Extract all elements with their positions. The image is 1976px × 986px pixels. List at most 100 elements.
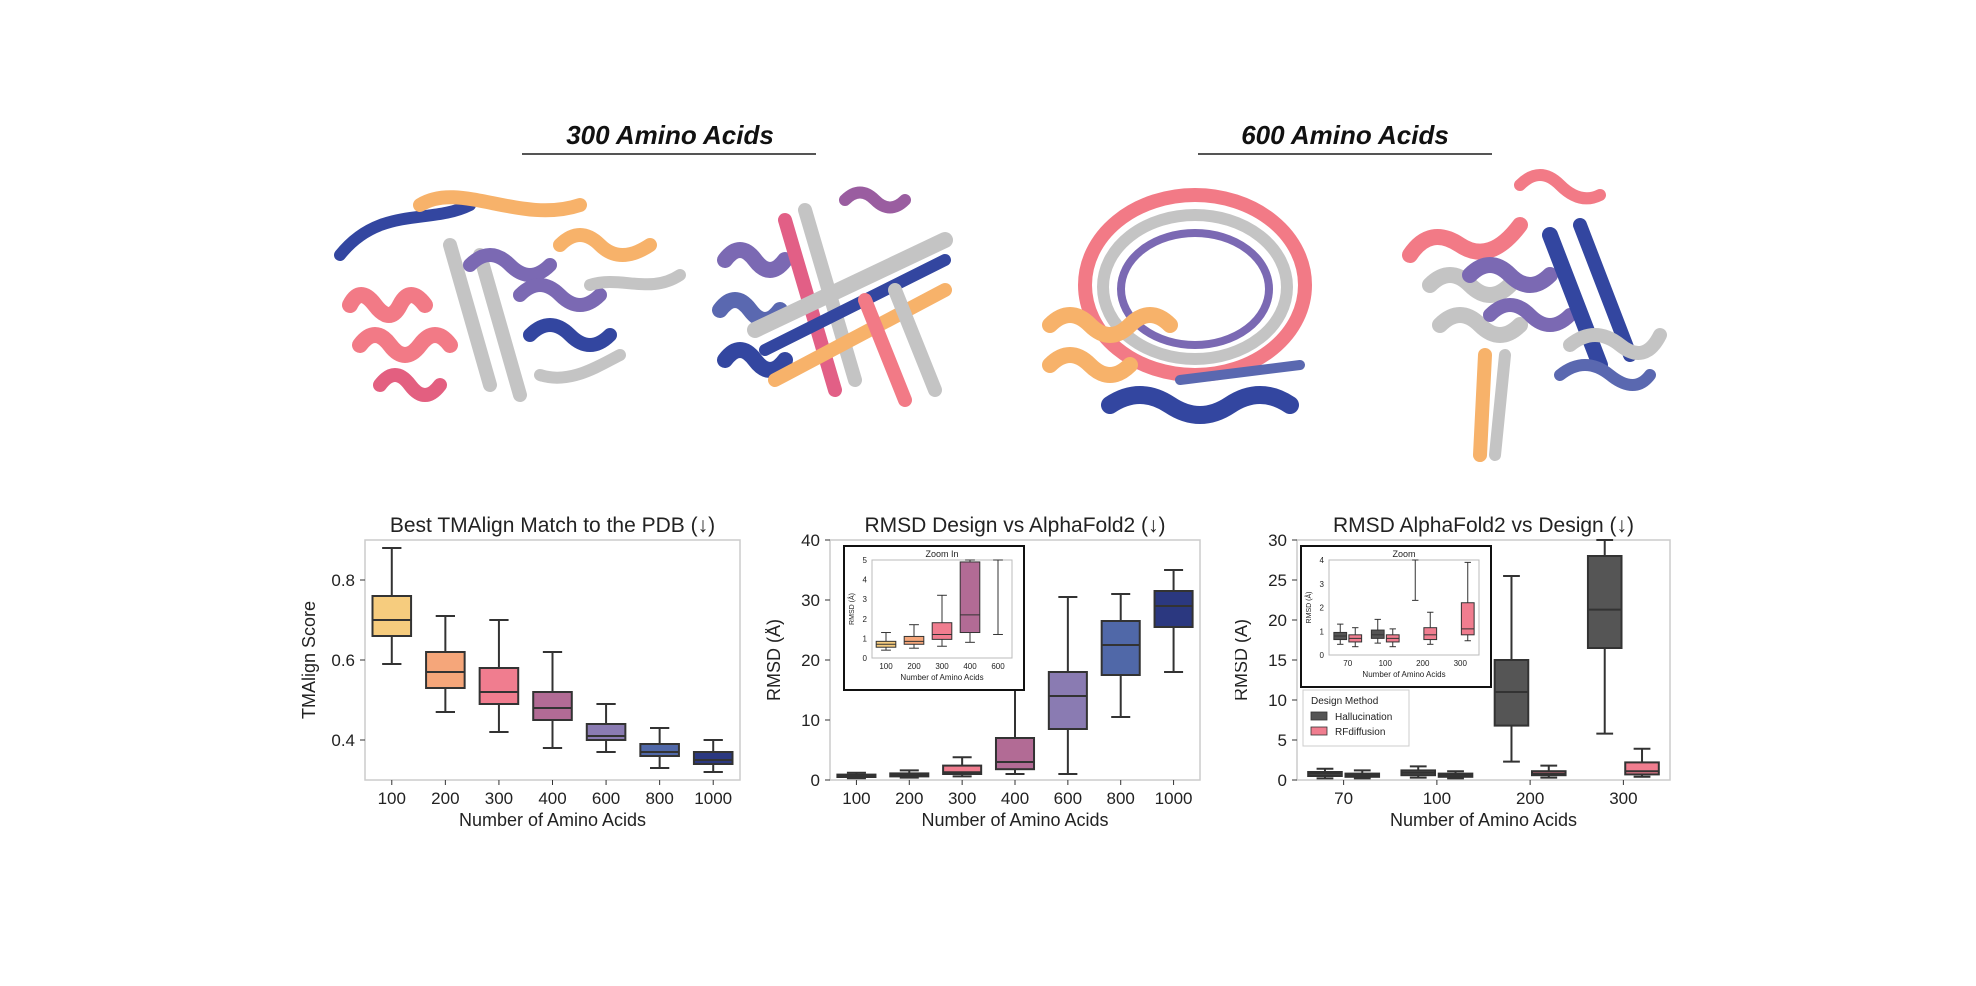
inset-y-axis-label: RMSD (Å) <box>1304 592 1313 624</box>
x-tick-label: 300 <box>1609 789 1637 808</box>
x-tick-label: 800 <box>1107 789 1135 808</box>
rmsd-af2-vs-design-chart: RMSD AlphaFold2 vs Design (↓)05101520253… <box>1235 514 1671 830</box>
inset-x-tick-label: 200 <box>1416 659 1430 668</box>
inset-x-tick-label: 70 <box>1343 659 1352 668</box>
legend-swatch-RFdiffusion <box>1310 726 1328 736</box>
box-400-box <box>994 737 1036 771</box>
y-tick-label: 0.8 <box>331 571 355 590</box>
y-tick-label: 15 <box>1268 651 1287 670</box>
x-tick-label: 600 <box>592 789 620 808</box>
x-tick-label: 200 <box>431 789 459 808</box>
box-800-box <box>1100 620 1141 676</box>
rmsd-design-vs-af2-chart: RMSD Design vs AlphaFold2 (↓)01020304010… <box>765 514 1201 830</box>
inset: Zoom 0 1 2 3 4 70 100 200 300 Number of Amino Acid… <box>1300 545 1492 688</box>
box-800-box <box>639 743 680 757</box>
inset-x-axis-label: Number of Amino Acids <box>900 673 983 682</box>
group-rule-300 <box>522 153 816 155</box>
x-tick-label: 1000 <box>694 789 732 808</box>
chart-title: RMSD Design vs AlphaFold2 (↓) <box>864 514 1165 537</box>
inset-x-tick-label: 200 <box>907 662 921 671</box>
inset-y-tick-label: 0 <box>863 654 868 663</box>
x-tick-label: 600 <box>1054 789 1082 808</box>
y-axis-label: TMAlign Score <box>299 601 319 719</box>
x-axis-label: Number of Amino Acids <box>1390 810 1577 830</box>
box-600-box <box>585 723 627 741</box>
y-axis-label: RMSD (Å) <box>765 619 784 701</box>
inset-y-tick-label: 5 <box>863 556 868 565</box>
y-tick-label: 30 <box>801 591 820 610</box>
x-tick-label: 300 <box>948 789 976 808</box>
x-tick-label: 70 <box>1334 789 1353 808</box>
y-tick-label: 40 <box>801 531 820 550</box>
x-tick-label: 100 <box>1423 789 1451 808</box>
inset-y-tick-label: 4 <box>1320 556 1325 565</box>
y-tick-label: 20 <box>801 651 820 670</box>
inset-y-tick-label: 2 <box>863 615 868 624</box>
x-tick-label: 200 <box>895 789 923 808</box>
inset: Zoom In 0 1 2 3 4 5 100 200 300 400 600 Number of Am… <box>843 545 1025 691</box>
inset-y-axis-label: RMSD (Å) <box>847 593 856 625</box>
box-200-box <box>425 651 466 689</box>
box-1000-box <box>1153 590 1194 628</box>
box-100-box <box>371 595 413 637</box>
inset-x-tick-label: 400 <box>963 662 977 671</box>
y-tick-label: 0.6 <box>331 651 355 670</box>
inset-y-tick-label: 4 <box>863 576 868 585</box>
legend-label-RFdiffusion: RFdiffusion <box>1335 727 1385 738</box>
group-rule-600 <box>1198 153 1492 155</box>
legend-label-Hallucination: Hallucination <box>1335 712 1392 723</box>
x-tick-label: 400 <box>538 789 566 808</box>
box-600-box <box>1047 671 1088 730</box>
protein-structure-600-a <box>1042 188 1312 424</box>
group-title-600: 600 Amino Acids <box>1241 120 1449 150</box>
chart-title: RMSD AlphaFold2 vs Design (↓) <box>1333 514 1634 537</box>
x-tick-label: 100 <box>378 789 406 808</box>
inset-y-tick-label: 3 <box>863 595 868 604</box>
legend: Design Method Hallucination RFdiffusion <box>1302 689 1410 747</box>
inset-box-RFdiffusion-300-box <box>1460 602 1475 636</box>
group-title-300: 300 Amino Acids <box>566 120 774 150</box>
legend-title: Design Method <box>1311 696 1378 707</box>
inset-box-400-box <box>959 561 981 634</box>
inset-x-tick-label: 600 <box>991 662 1005 671</box>
inset-x-tick-label: 100 <box>879 662 893 671</box>
y-tick-label: 10 <box>1268 691 1287 710</box>
y-tick-label: 0 <box>1278 771 1287 790</box>
box-Hallucination-300-box <box>1586 555 1623 649</box>
inset-box-RFdiffusion-200-box <box>1423 627 1438 641</box>
y-tick-label: 25 <box>1268 571 1287 590</box>
tmalign-box-chart: Best TMAlign Match to the PDB (↓) 0.4 0.6 0… <box>299 514 741 830</box>
inset-title: Zoom <box>1392 549 1415 559</box>
protein-structure-300-a <box>334 190 686 402</box>
inset-y-tick-label: 2 <box>1320 604 1325 613</box>
x-tick-label: 300 <box>485 789 513 808</box>
legend-swatch-Hallucination <box>1310 711 1328 721</box>
inset-box-Hallucination-100-box <box>1370 629 1385 639</box>
y-tick-label: 10 <box>801 711 820 730</box>
inset-x-tick-label: 300 <box>935 662 949 671</box>
y-tick-label: 20 <box>1268 611 1287 630</box>
y-tick-label: 0.4 <box>331 731 355 750</box>
y-tick-label: 0 <box>811 771 820 790</box>
inset-x-tick-label: 100 <box>1379 659 1393 668</box>
inset-box-300-box <box>931 622 953 640</box>
y-axis-label: RMSD (Å) <box>1235 619 1251 701</box>
inset-y-tick-label: 3 <box>1320 580 1325 589</box>
inset-y-tick-label: 0 <box>1320 651 1325 660</box>
y-tick-label: 5 <box>1278 731 1287 750</box>
box-400-box <box>532 691 573 721</box>
inset-x-tick-label: 300 <box>1454 659 1468 668</box>
x-axis-label: Number of Amino Acids <box>459 810 646 830</box>
x-tick-label: 800 <box>645 789 673 808</box>
box-300-box <box>478 667 520 705</box>
inset-title: Zoom In <box>925 549 958 559</box>
x-axis-label: Number of Amino Acids <box>921 810 1108 830</box>
protein-structure-600-b <box>1402 169 1667 462</box>
x-tick-label: 400 <box>1001 789 1029 808</box>
inset-box-200-box <box>903 635 925 645</box>
chart-title: Best TMAlign Match to the PDB (↓) <box>390 514 715 537</box>
inset-y-tick-label: 1 <box>863 634 868 643</box>
inset-y-tick-label: 1 <box>1320 627 1325 636</box>
box-1000-box <box>692 751 734 765</box>
box-RFdiffusion-300-box <box>1624 761 1660 776</box>
